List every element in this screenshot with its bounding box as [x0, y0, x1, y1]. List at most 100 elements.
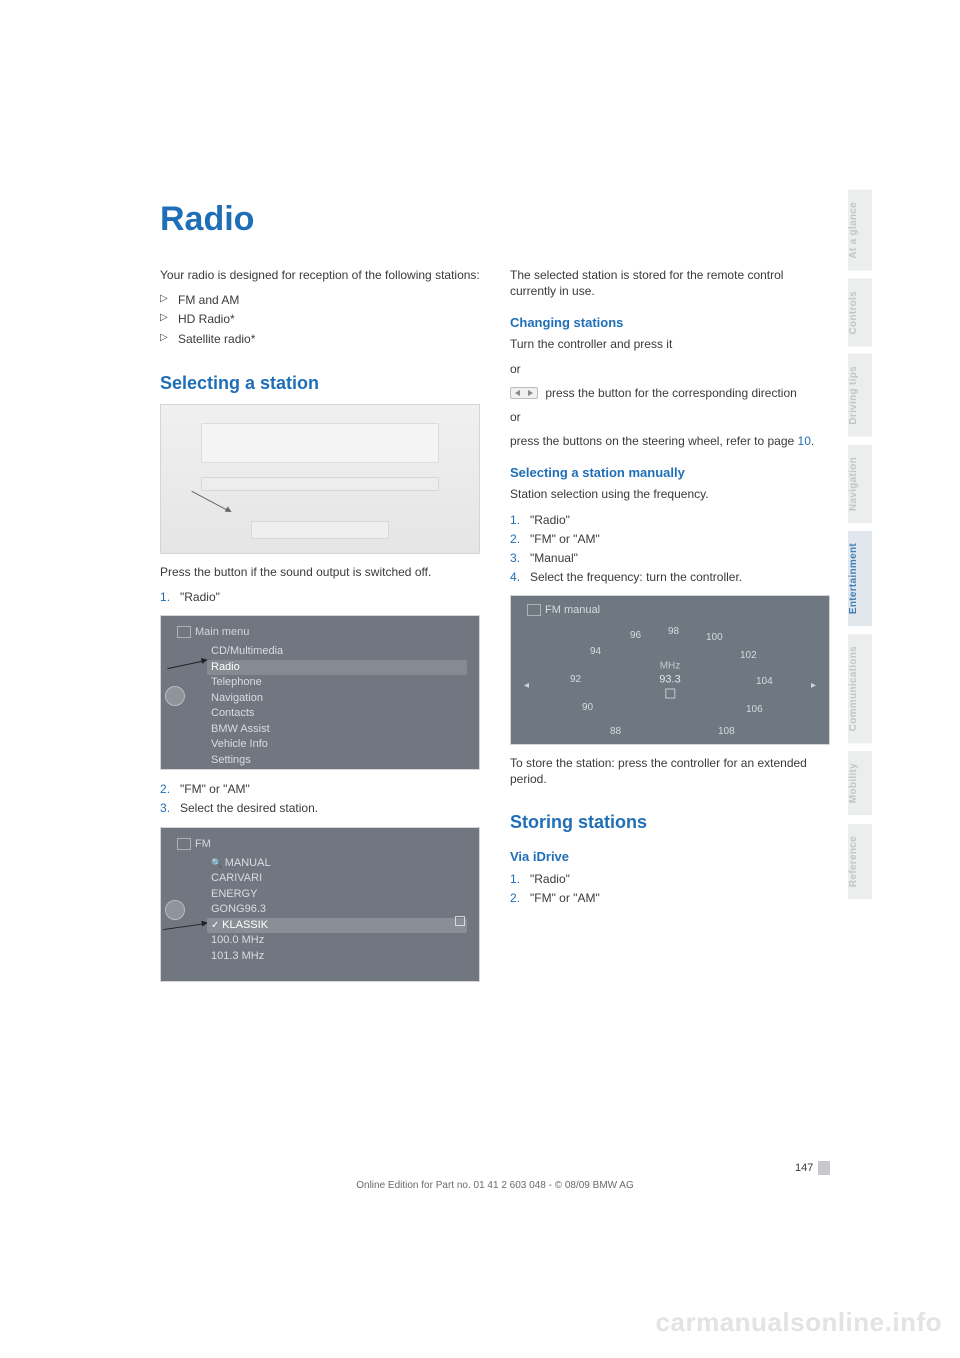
- step-item: "Radio": [160, 588, 480, 607]
- section-tabs: At a glance Controls Driving tips Navigatio…: [848, 190, 872, 907]
- controller-knob-icon: [165, 900, 185, 920]
- step-item: "Radio": [510, 511, 830, 530]
- menu-title: Main menu: [195, 626, 249, 638]
- radio-icon: [527, 604, 541, 616]
- station-type-list: FM and AM HD Radio* Satellite radio*: [160, 291, 480, 349]
- or-text-2: or: [510, 409, 830, 425]
- menu-item: Telephone: [211, 675, 467, 691]
- menu-items: CD/MultimediaRadioTelephoneNavigationCon…: [211, 644, 467, 768]
- dial-tick: 102: [740, 650, 757, 661]
- footer-text: Online Edition for Part no. 01 41 2 603 …: [160, 1180, 830, 1191]
- menu-item: Contacts: [211, 706, 467, 722]
- press-direction: press the button for the corresponding d…: [510, 385, 830, 401]
- dial-tick: 90: [582, 702, 593, 713]
- dial-tick: 96: [630, 630, 641, 641]
- section-tab[interactable]: Navigation: [848, 445, 872, 523]
- steps-select-1: "Radio": [160, 588, 480, 607]
- fm-items: ManualCARIVARIENERGYGONG96.3KLASSIK100.0…: [211, 856, 467, 965]
- fm-item: KLASSIK: [207, 918, 467, 934]
- store-note: To store the station: press the controll…: [510, 755, 830, 787]
- radio-icon: [177, 838, 191, 850]
- dial-title: FM manual: [545, 604, 600, 616]
- arrow-right-icon: ▸: [811, 680, 816, 691]
- dial-tick: 100: [706, 632, 723, 643]
- list-item: Satellite radio*: [160, 330, 480, 349]
- dial-tick: 106: [746, 704, 763, 715]
- dash-panel: [201, 423, 439, 463]
- section-tab[interactable]: Entertainment: [848, 531, 872, 626]
- dial-tick: 104: [756, 676, 773, 687]
- fm-list-screenshot: FM ManualCARIVARIENERGYGONG96.3KLASSIK10…: [160, 827, 480, 982]
- fm-item: 100.0 MHz: [211, 933, 467, 949]
- steering-text: press the buttons on the steering wheel,…: [510, 433, 830, 449]
- dial-tick: 98: [668, 626, 679, 637]
- step-item: "Manual": [510, 549, 830, 568]
- step-item: "FM" or "AM": [510, 530, 830, 549]
- press-note: Press the button if the sound output is …: [160, 564, 480, 580]
- list-item: FM and AM: [160, 291, 480, 310]
- page-title: Radio: [160, 200, 830, 239]
- page-ref-link[interactable]: 10: [798, 434, 811, 448]
- two-column-layout: Your radio is designed for reception of …: [160, 267, 830, 992]
- menu-item: Radio: [207, 660, 467, 676]
- left-column: Your radio is designed for reception of …: [160, 267, 480, 992]
- menu-item: CD/Multimedia: [211, 644, 467, 660]
- subsection-manual: Selecting a station manually: [510, 465, 830, 480]
- section-tab[interactable]: Reference: [848, 824, 872, 899]
- step-item: "FM" or "AM": [510, 889, 830, 908]
- fm-manual-dial-screenshot: FM manual ◂ ▸ MHz 93.3 88 90 92 94 96 98 100 10…: [510, 595, 830, 745]
- step-item: Select the frequency: turn the controlle…: [510, 568, 830, 587]
- page-content: Radio Your radio is designed for recepti…: [160, 200, 830, 992]
- subsection-changing-stations: Changing stations: [510, 315, 830, 330]
- seek-button-icon: [510, 387, 538, 399]
- dash-cd-slot: [201, 477, 439, 491]
- step-item: "Radio": [510, 870, 830, 889]
- dashboard-photo: [160, 404, 480, 554]
- page-number-bar: [818, 1161, 830, 1175]
- list-item: HD Radio*: [160, 310, 480, 329]
- controller-knob-icon: [165, 686, 185, 706]
- fm-item: ENERGY: [211, 887, 467, 903]
- arrow-left-icon: ◂: [524, 680, 529, 691]
- section-tab[interactable]: Mobility: [848, 751, 872, 815]
- dial-tick: 88: [610, 726, 621, 737]
- dial-tick: 94: [590, 646, 601, 657]
- fm-item: Manual: [211, 856, 467, 872]
- section-tab[interactable]: Controls: [848, 279, 872, 347]
- step-item: "FM" or "AM": [160, 780, 480, 799]
- dial-tick: 92: [570, 674, 581, 685]
- section-tab[interactable]: Communications: [848, 634, 872, 743]
- or-text-1: or: [510, 361, 830, 377]
- pointer-arrow: [191, 490, 230, 512]
- home-icon: [177, 626, 191, 638]
- dial-tick: 108: [718, 726, 735, 737]
- manual-intro: Station selection using the frequency.: [510, 486, 830, 502]
- steps-select-2: "FM" or "AM" Select the desired station.: [160, 780, 480, 818]
- fm-item: 101.3 MHz: [211, 949, 467, 965]
- subsection-via-idrive: Via iDrive: [510, 849, 830, 864]
- right-column: The selected station is stored for the r…: [510, 267, 830, 992]
- frequency-dial: ◂ ▸ MHz 93.3 889092949698100102104106108: [540, 622, 800, 742]
- page-number: 147: [795, 1162, 813, 1174]
- section-tab[interactable]: At a glance: [848, 190, 872, 271]
- turn-text: Turn the controller and press it: [510, 336, 830, 352]
- menu-item: Navigation: [211, 691, 467, 707]
- menu-item: Vehicle Info: [211, 737, 467, 753]
- pointer-arrow: [163, 922, 207, 929]
- stored-note: The selected station is stored for the r…: [510, 267, 830, 299]
- menu-item: BMW Assist: [211, 722, 467, 738]
- section-selecting-station: Selecting a station: [160, 373, 480, 394]
- idrive-steps: "Radio" "FM" or "AM": [510, 870, 830, 908]
- fm-item: GONG96.3: [211, 902, 467, 918]
- section-storing-stations: Storing stations: [510, 812, 830, 833]
- intro-text: Your radio is designed for reception of …: [160, 267, 480, 283]
- menu-item: Settings: [211, 753, 467, 769]
- section-tab[interactable]: Driving tips: [848, 354, 872, 437]
- fm-title: FM: [195, 838, 211, 850]
- preset-icon: [665, 689, 675, 699]
- main-menu-screenshot: Main menu CD/MultimediaRadioTelephoneNav…: [160, 615, 480, 770]
- manual-steps: "Radio" "FM" or "AM" "Manual" Select the…: [510, 511, 830, 588]
- step-item: Select the desired station.: [160, 799, 480, 818]
- dial-center: MHz 93.3: [659, 661, 680, 704]
- pointer-arrow: [167, 660, 206, 669]
